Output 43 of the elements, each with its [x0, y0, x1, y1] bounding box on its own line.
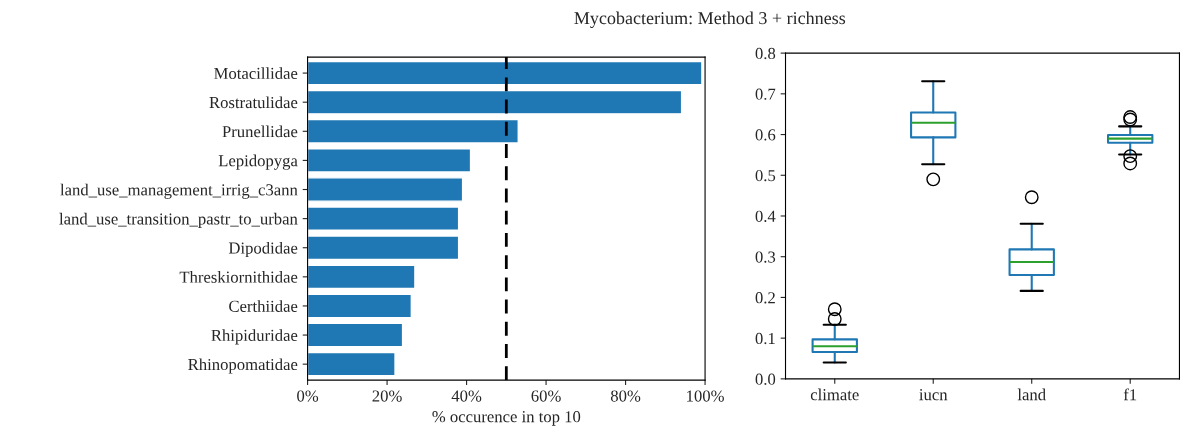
x-axis-title: % occurence in top 10 — [432, 411, 581, 426]
x-tick-label: 40% — [451, 390, 482, 402]
y-tick-label: 0.8 — [755, 47, 776, 60]
y-tick-label: Rhipiduridae — [211, 329, 298, 345]
bar — [307, 235, 460, 261]
y-tick-label: Threskiornithidae — [179, 271, 298, 283]
y-tick-label: land_use_management_irrig_c3ann — [60, 183, 298, 199]
y-tick-label: 0.2 — [755, 292, 775, 304]
y-tick-label: 0.7 — [755, 88, 776, 100]
x-tick-label: 0% — [297, 390, 319, 402]
bar — [307, 148, 472, 173]
y-tick-label: 0.3 — [755, 251, 776, 263]
bar — [307, 351, 396, 377]
y-tick-label: 0.4 — [755, 210, 776, 223]
y-tick-label: Prunellidae — [222, 125, 298, 138]
y-tick-label: 0.0 — [755, 373, 776, 385]
bar — [307, 118, 519, 144]
y-tick-label: Motacillidae — [214, 67, 298, 80]
y-tick-label: Rostratulidae — [209, 96, 298, 109]
y-tick-label: Certhiidae — [229, 300, 298, 312]
bar — [307, 60, 703, 86]
y-tick-label: Lepidopyga — [218, 154, 298, 170]
y-tick-label: 0.5 — [755, 169, 776, 182]
chart-title: Mycobacterium: Method 3 + richness — [574, 11, 846, 28]
y-tick-label: 0.1 — [755, 332, 775, 345]
bar — [307, 89, 683, 115]
x-tick-label: 80% — [610, 390, 641, 402]
x-tick-label: f1 — [1123, 388, 1137, 401]
x-tick-label: 60% — [531, 390, 561, 402]
x-tick-label: 20% — [372, 390, 402, 402]
x-tick-label: iucn — [919, 389, 948, 401]
y-tick-label: Dipodidae — [228, 241, 298, 258]
bar — [307, 206, 460, 231]
y-tick-label: land_use_transition_pastr_to_urban — [59, 212, 298, 228]
bar — [307, 322, 404, 348]
y-tick-label: 0.6 — [755, 129, 776, 141]
bar — [307, 293, 413, 319]
x-tick-label: climate — [810, 388, 859, 401]
bar — [307, 177, 464, 202]
bar — [307, 264, 416, 290]
x-tick-label: land — [1017, 388, 1046, 401]
x-tick-label: 100% — [687, 390, 724, 402]
y-tick-label: Rhinopomatidae — [188, 358, 298, 374]
